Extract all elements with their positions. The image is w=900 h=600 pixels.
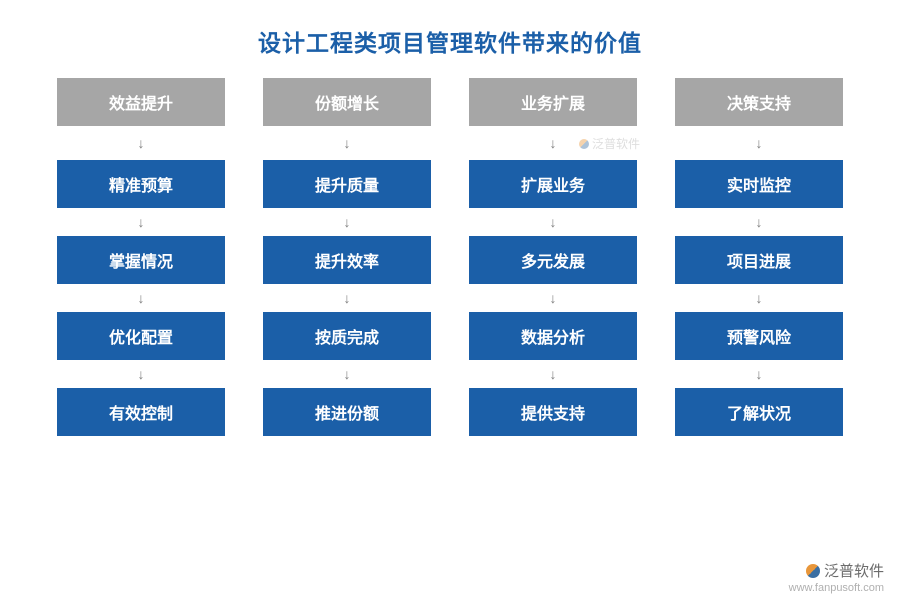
flow-item: 提升效率 (263, 236, 431, 284)
arrow-down-icon: ↓ (138, 367, 145, 381)
page-title: 设计工程类项目管理软件带来的价值 (0, 0, 900, 78)
arrow-down-icon: ↓ (550, 136, 557, 150)
arrow-down-icon: ↓ (138, 291, 145, 305)
arrow-down-icon: ↓ (344, 215, 351, 229)
arrow-connector: ↓ (344, 126, 351, 160)
arrow-down-icon: ↓ (756, 136, 763, 150)
flow-item: 推进份额 (263, 388, 431, 436)
flowchart-grid: 效益提升 ↓ 精准预算 ↓ 掌握情况 ↓ 优化配置 ↓ 有效控制 份额增长 ↓ … (0, 78, 900, 436)
flow-item: 预警风险 (675, 312, 843, 360)
arrow-down-icon: ↓ (550, 367, 557, 381)
flow-item: 掌握情况 (57, 236, 225, 284)
arrow-connector: ↓ (344, 360, 351, 388)
flowchart-column: 效益提升 ↓ 精准预算 ↓ 掌握情况 ↓ 优化配置 ↓ 有效控制 (57, 78, 225, 436)
column-header: 效益提升 (57, 78, 225, 126)
arrow-down-icon: ↓ (344, 367, 351, 381)
flow-item: 提供支持 (469, 388, 637, 436)
flow-item: 数据分析 (469, 312, 637, 360)
arrow-down-icon: ↓ (756, 215, 763, 229)
watermark: 泛普软件 www.fanpusoft.com (789, 560, 884, 594)
flow-item: 实时监控 (675, 160, 843, 208)
arrow-down-icon: ↓ (756, 367, 763, 381)
arrow-connector: ↓ (756, 208, 763, 236)
flow-item: 有效控制 (57, 388, 225, 436)
flow-item: 了解状况 (675, 388, 843, 436)
arrow-connector: ↓ (138, 126, 145, 160)
logo-icon (579, 139, 589, 149)
arrow-down-icon: ↓ (138, 136, 145, 150)
logo-icon (806, 564, 820, 578)
arrow-down-icon: ↓ (138, 215, 145, 229)
arrow-connector: ↓ (756, 284, 763, 312)
column-header: 份额增长 (263, 78, 431, 126)
flow-item: 优化配置 (57, 312, 225, 360)
arrow-connector: ↓ (344, 208, 351, 236)
arrow-down-icon: ↓ (550, 291, 557, 305)
flowchart-column: 决策支持 ↓ 实时监控 ↓ 项目进展 ↓ 预警风险 ↓ 了解状况 (675, 78, 843, 436)
watermark-brand-faint: 泛普软件 (592, 135, 640, 152)
arrow-down-icon: ↓ (550, 215, 557, 229)
arrow-connector: ↓ (550, 284, 557, 312)
flow-item: 按质完成 (263, 312, 431, 360)
arrow-down-icon: ↓ (344, 136, 351, 150)
flow-item: 提升质量 (263, 160, 431, 208)
arrow-connector: ↓ (550, 126, 557, 160)
arrow-connector: ↓ (138, 284, 145, 312)
flow-item: 精准预算 (57, 160, 225, 208)
arrow-connector: ↓ (344, 284, 351, 312)
flow-item: 项目进展 (675, 236, 843, 284)
arrow-connector: ↓ (138, 208, 145, 236)
column-header: 决策支持 (675, 78, 843, 126)
watermark-url: www.fanpusoft.com (789, 582, 884, 594)
arrow-connector: ↓ (756, 360, 763, 388)
column-header: 业务扩展 (469, 78, 637, 126)
arrow-connector: ↓ (756, 126, 763, 160)
flowchart-column: 份额增长 ↓ 提升质量 ↓ 提升效率 ↓ 按质完成 ↓ 推进份额 (263, 78, 431, 436)
watermark-brand: 泛普软件 (824, 560, 884, 581)
watermark-brand-row: 泛普软件 (789, 560, 884, 581)
flowchart-column: 业务扩展 ↓ 扩展业务 ↓ 多元发展 ↓ 数据分析 ↓ 提供支持 (469, 78, 637, 436)
arrow-down-icon: ↓ (344, 291, 351, 305)
arrow-connector: ↓ (550, 360, 557, 388)
arrow-down-icon: ↓ (756, 291, 763, 305)
arrow-connector: ↓ (138, 360, 145, 388)
arrow-connector: ↓ (550, 208, 557, 236)
flow-item: 多元发展 (469, 236, 637, 284)
flow-item: 扩展业务 (469, 160, 637, 208)
watermark-faint: 泛普软件 (579, 135, 640, 152)
